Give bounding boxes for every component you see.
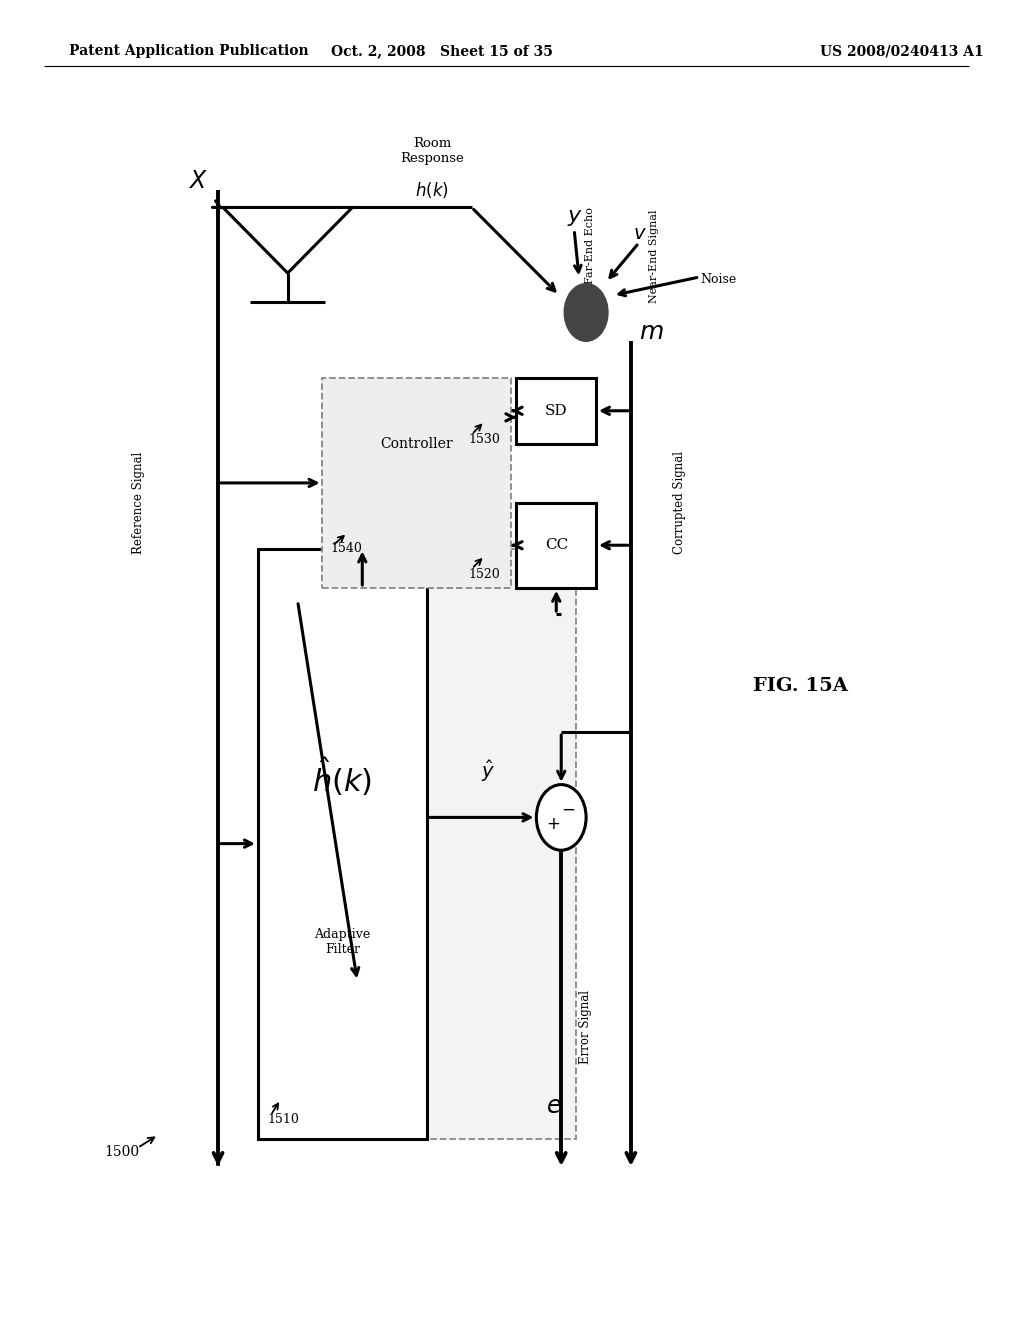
Text: Oct. 2, 2008   Sheet 15 of 35: Oct. 2, 2008 Sheet 15 of 35 [331,45,553,58]
Text: $\hat{h}(k)$: $\hat{h}(k)$ [312,756,373,799]
Text: FIG. 15A: FIG. 15A [753,677,848,696]
Text: 1510: 1510 [268,1113,300,1126]
Text: 1530: 1530 [469,433,501,446]
Text: Controller: Controller [381,437,454,450]
Text: $v$: $v$ [633,224,646,243]
Text: Far-End Echo: Far-End Echo [585,207,595,284]
Text: +: + [547,814,560,833]
Text: US 2008/0240413 A1: US 2008/0240413 A1 [820,45,984,58]
Text: $e$: $e$ [546,1094,561,1118]
Text: $y$: $y$ [567,206,584,227]
Circle shape [537,784,586,850]
Text: −: − [561,800,575,818]
Text: 1520: 1520 [469,568,501,581]
FancyBboxPatch shape [323,378,512,587]
Text: Corrupted Signal: Corrupted Signal [673,451,686,554]
Text: $h(k)$: $h(k)$ [415,181,449,201]
Text: $\hat{y}$: $\hat{y}$ [481,759,496,784]
Text: SD: SD [545,404,567,418]
Text: Noise: Noise [700,273,736,286]
FancyBboxPatch shape [516,503,596,587]
Text: CC: CC [545,539,568,552]
Text: Patent Application Publication: Patent Application Publication [69,45,308,58]
Circle shape [564,284,608,342]
Text: Error Signal: Error Signal [580,990,592,1064]
Text: Adaptive
Filter: Adaptive Filter [314,928,371,956]
Text: Room
Response: Room Response [400,137,464,165]
FancyBboxPatch shape [258,549,427,1139]
FancyBboxPatch shape [258,549,577,1139]
Text: $m$: $m$ [639,319,664,345]
FancyBboxPatch shape [516,378,596,444]
Text: Near-End Signal: Near-End Signal [649,210,658,302]
Text: Reference Signal: Reference Signal [132,451,145,553]
Text: 1500: 1500 [104,1144,139,1159]
Text: 1540: 1540 [331,543,362,554]
Text: $X$: $X$ [188,169,208,193]
